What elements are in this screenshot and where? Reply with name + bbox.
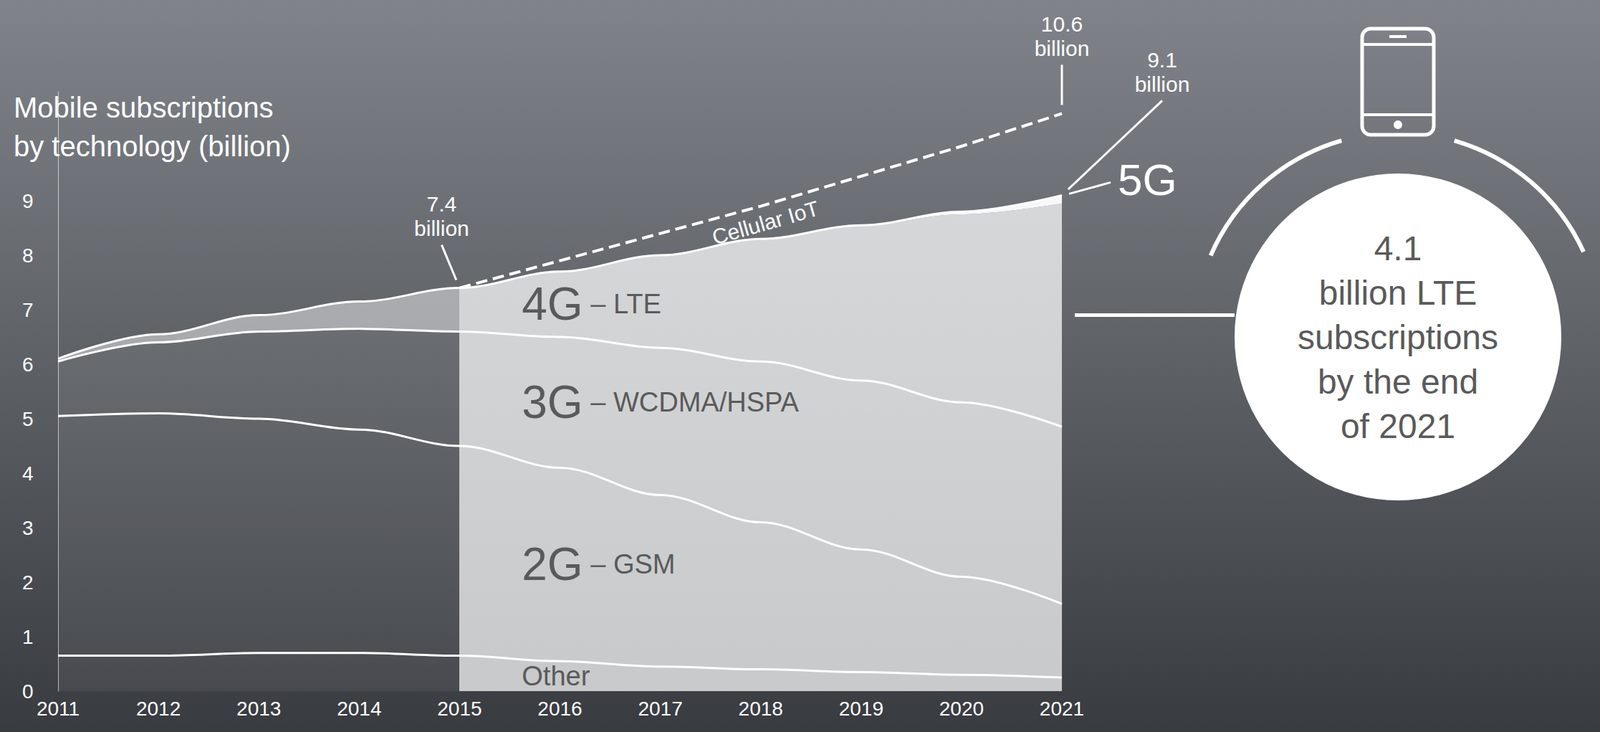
- svg-text:8: 8: [22, 244, 34, 267]
- svg-text:2016: 2016: [537, 697, 582, 720]
- svg-text:5: 5: [22, 407, 34, 430]
- svg-text:9.1: 9.1: [1147, 48, 1178, 72]
- svg-text:2G: 2G: [521, 538, 583, 590]
- svg-text:3G: 3G: [521, 376, 583, 428]
- svg-text:billion: billion: [1134, 72, 1191, 97]
- svg-text:2011: 2011: [36, 697, 80, 720]
- svg-text:7: 7: [22, 298, 34, 322]
- svg-text:2014: 2014: [336, 697, 382, 720]
- svg-text:by the end: by the end: [1317, 362, 1479, 401]
- svg-text:0: 0: [22, 679, 34, 703]
- svg-text:billion: billion: [414, 216, 470, 241]
- svg-text:– WCDMA/HSPA: – WCDMA/HSPA: [583, 386, 800, 418]
- svg-text:2017: 2017: [637, 697, 683, 720]
- svg-text:5G: 5G: [1117, 154, 1178, 205]
- svg-text:4.1: 4.1: [1374, 229, 1423, 268]
- svg-text:billion: billion: [1034, 36, 1090, 61]
- svg-text:of 2021: of 2021: [1340, 406, 1456, 445]
- svg-text:Mobile subscriptions: Mobile subscriptions: [13, 91, 273, 124]
- svg-text:2013: 2013: [236, 697, 281, 720]
- svg-text:– LTE: – LTE: [583, 288, 662, 319]
- svg-text:2021: 2021: [1039, 697, 1085, 720]
- svg-text:2019: 2019: [839, 697, 884, 720]
- svg-text:2: 2: [22, 571, 34, 594]
- svg-text:6: 6: [22, 353, 34, 376]
- svg-text:2018: 2018: [738, 697, 784, 720]
- svg-text:subscriptions: subscriptions: [1297, 318, 1499, 357]
- svg-text:2015: 2015: [437, 697, 482, 720]
- svg-text:7.4: 7.4: [427, 192, 458, 216]
- svg-text:Other: Other: [521, 660, 590, 691]
- svg-text:2012: 2012: [136, 697, 181, 720]
- svg-text:by technology (billion): by technology (billion): [13, 130, 291, 162]
- svg-text:1: 1: [22, 625, 34, 648]
- svg-text:4G: 4G: [521, 278, 583, 330]
- svg-text:4: 4: [22, 462, 34, 485]
- svg-text:10.6: 10.6: [1041, 12, 1083, 36]
- svg-text:billion LTE: billion LTE: [1319, 273, 1478, 312]
- svg-text:3: 3: [22, 516, 34, 539]
- svg-text:9: 9: [22, 189, 34, 213]
- svg-text:2020: 2020: [939, 697, 984, 720]
- svg-text:– GSM: – GSM: [583, 548, 676, 579]
- svg-text:Cellular IoT: Cellular IoT: [709, 196, 822, 250]
